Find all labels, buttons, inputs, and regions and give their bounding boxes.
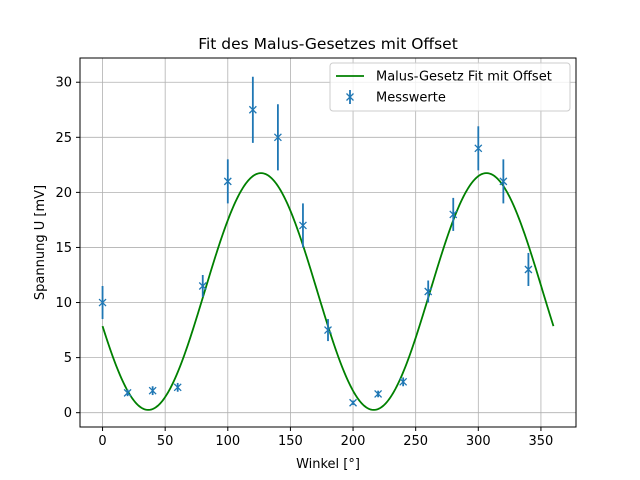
legend-points-label: Messwerte [376, 91, 446, 106]
data-point [399, 377, 408, 387]
fit-curve [101, 172, 555, 411]
data-point [349, 398, 358, 407]
x-tick-label: 0 [98, 434, 106, 449]
point-marker [374, 389, 383, 398]
legend: Malus-Gesetz Fit mit Offset Messwerte [329, 62, 571, 112]
data-point [474, 126, 483, 171]
chart-title: Fit des Malus-Gesetzes mit Offset [198, 35, 458, 53]
data-point [298, 203, 307, 248]
data-point [123, 388, 132, 397]
data-point [449, 197, 458, 231]
x-tick-label: 250 [403, 434, 428, 449]
x-tick-label: 300 [466, 434, 491, 449]
point-marker [499, 177, 508, 186]
data-point [248, 76, 257, 143]
point-marker [173, 383, 182, 392]
y-tick-label: 30 [55, 76, 72, 91]
point-marker [248, 105, 257, 114]
point-marker [123, 388, 132, 397]
data-point [273, 104, 282, 171]
point-marker [148, 386, 157, 395]
point-marker [98, 298, 107, 307]
y-tick-label: 5 [64, 351, 72, 366]
grid-layer [80, 58, 576, 427]
x-tick-label: 50 [157, 434, 174, 449]
legend-points-swatch [346, 90, 354, 104]
point-marker [198, 282, 207, 290]
point-marker [474, 144, 483, 153]
x-tick-label: 150 [278, 434, 303, 449]
y-axis-label: Spannung U [mV] [33, 185, 48, 300]
fit-layer [101, 172, 555, 411]
data-point [374, 389, 383, 398]
y-tick-label: 0 [64, 406, 72, 421]
data-point [223, 159, 232, 204]
ticks-layer: 0 50 100 150 200 250 300 350 0 5 10 15 20 25 30 [55, 76, 553, 449]
y-tick-label: 10 [55, 296, 72, 311]
data-point [524, 252, 533, 287]
point-marker [273, 133, 282, 142]
data-point [499, 159, 508, 204]
point-marker [424, 287, 433, 296]
x-tick-label: 350 [529, 434, 554, 449]
point-marker [324, 326, 332, 335]
point-marker [449, 210, 458, 219]
x-axis-label: Winkel [°] [296, 457, 360, 472]
plot-frame [79, 57, 577, 428]
x-tick-label: 100 [215, 434, 240, 449]
data-point [173, 382, 182, 392]
x-tick-label: 200 [341, 434, 366, 449]
legend-point-marker [346, 93, 354, 101]
y-tick-label: 25 [55, 131, 72, 146]
data-point [424, 280, 433, 303]
y-tick-label: 15 [55, 241, 72, 256]
data-point [148, 386, 157, 396]
point-marker [399, 377, 408, 386]
legend-fit-label: Malus-Gesetz Fit mit Offset [376, 70, 552, 85]
point-marker [524, 265, 533, 274]
point-marker [298, 221, 307, 230]
point-marker [349, 398, 358, 407]
legend-box [329, 62, 571, 112]
points-layer [98, 76, 533, 407]
data-point [324, 319, 332, 342]
data-point [198, 274, 207, 298]
data-point [98, 286, 107, 320]
point-marker [223, 177, 232, 186]
y-tick-label: 20 [55, 186, 72, 201]
